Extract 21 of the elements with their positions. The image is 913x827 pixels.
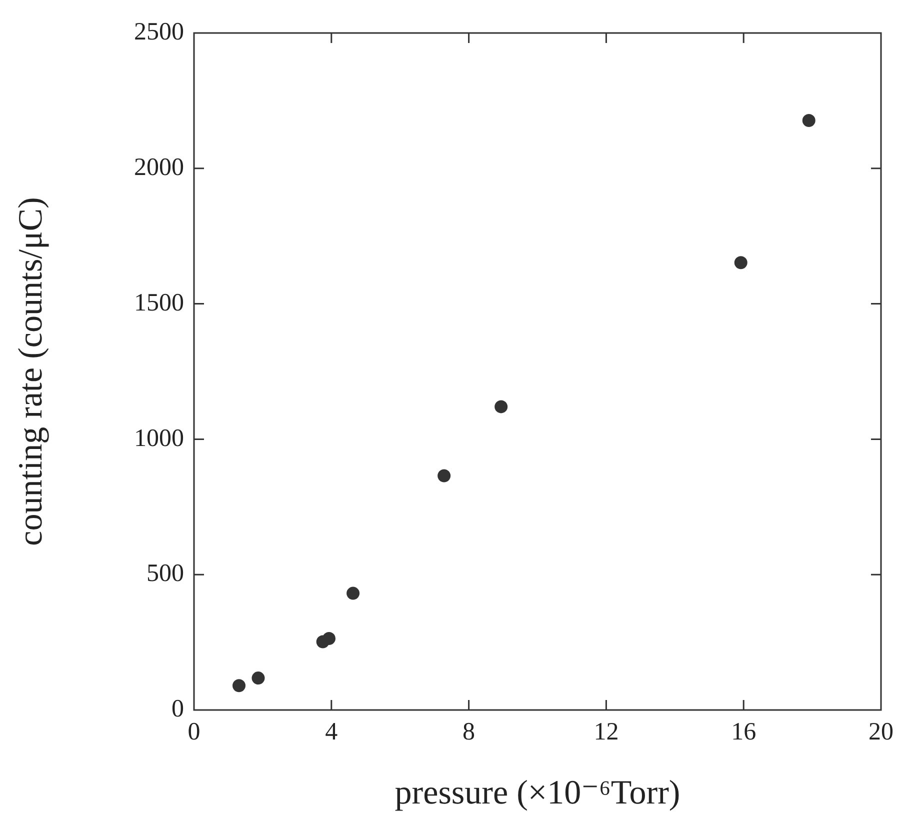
y-tick-label: 0 <box>172 696 184 723</box>
x-tick-label: 20 <box>868 718 894 746</box>
x-axis-title: pressure (×10⁻⁶Torr) <box>394 774 680 812</box>
x-tick-label: 8 <box>462 718 476 746</box>
x-tick-label: 12 <box>594 718 619 746</box>
y-axis-title: counting rate (counts/μC) <box>12 197 50 546</box>
x-tick-label: 16 <box>731 718 756 746</box>
y-tick-label: 1000 <box>134 424 184 452</box>
point <box>346 586 360 600</box>
point <box>494 400 508 414</box>
point <box>232 679 246 692</box>
point <box>734 256 748 270</box>
y-tick-label: 1500 <box>134 289 184 316</box>
y-tick-label: 2500 <box>134 18 184 46</box>
point <box>322 632 336 646</box>
point <box>802 114 816 127</box>
point <box>438 469 451 482</box>
y-tick-label: 500 <box>146 560 184 588</box>
x-tick-label: 4 <box>325 718 338 746</box>
y-tick-label: 2000 <box>134 154 184 181</box>
point <box>252 672 265 685</box>
